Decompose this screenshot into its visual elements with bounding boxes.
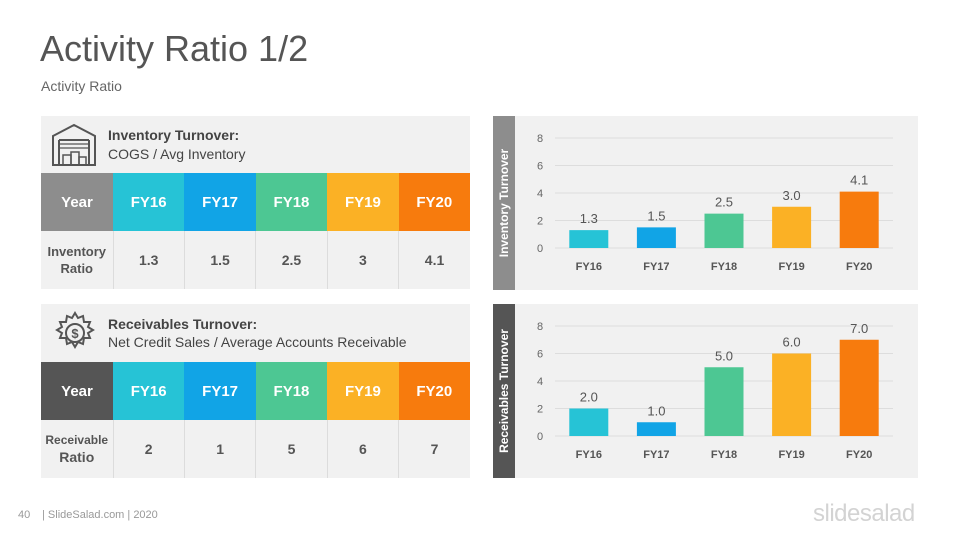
- bar-fy17: [636, 227, 676, 248]
- inventory-value: 4.1: [398, 231, 470, 289]
- receivable-value: 5: [255, 420, 328, 478]
- footer-page-number: 40: [18, 509, 31, 521]
- bar-fy18: [704, 367, 744, 436]
- y-tick-label: 0: [537, 243, 543, 255]
- inventory-chart-side-label: Inventory Turnover: [493, 116, 515, 290]
- inventory-value: 1.5: [183, 231, 256, 289]
- data-label: 1.0: [647, 403, 665, 418]
- data-label: 7.0: [850, 321, 868, 336]
- x-tick-label: FY18: [711, 261, 737, 273]
- year-header: Year: [41, 173, 113, 231]
- y-tick-label: 4: [537, 376, 543, 388]
- year-fy19: FY19: [327, 362, 399, 420]
- receivable-value: 6: [326, 420, 399, 478]
- year-fy16: FY16: [113, 362, 185, 420]
- year-fy20: FY20: [398, 173, 470, 231]
- bar-fy17: [636, 422, 676, 436]
- brand-logo: slidesalad: [813, 500, 915, 527]
- x-tick-label: FY19: [778, 449, 804, 461]
- x-tick-label: FY16: [576, 449, 602, 461]
- bar-fy20: [839, 191, 879, 248]
- row-label-line: Ratio: [60, 261, 94, 276]
- receivables-chart-side-text: Receivables Turnover: [497, 329, 511, 453]
- year-fy16: FY16: [113, 173, 185, 231]
- x-tick-label: FY20: [846, 449, 872, 461]
- bar-fy19: [772, 206, 812, 248]
- row-label-line: Receivable: [45, 433, 109, 447]
- y-tick-label: 2: [537, 404, 543, 416]
- y-tick-label: 6: [537, 161, 543, 173]
- bar-fy16: [569, 408, 609, 436]
- receivables-turnover-chart: 0 2 4 6 8 2.0 FY16 1.0 FY17 5.0 FY18 6.0 FY19 7.0 FY20: [515, 304, 918, 478]
- year-fy17: FY17: [184, 362, 256, 420]
- inventory-value: 1.3: [112, 231, 185, 289]
- row-label-line: Inventory: [47, 244, 106, 259]
- inventory-title: Inventory Turnover:: [108, 127, 240, 143]
- receivables-formula: Net Credit Sales / Average Accounts Rece…: [108, 334, 407, 350]
- x-tick-label: FY18: [711, 449, 737, 461]
- y-tick-label: 8: [537, 133, 543, 145]
- data-label: 6.0: [783, 335, 801, 350]
- y-tick-label: 4: [537, 188, 543, 200]
- inventory-turnover-chart: 0 2 4 6 8 1.3 FY16 1.5 FY17 2.5 FY18 3.0 FY19 4.1 FY20: [515, 116, 918, 290]
- data-label: 4.1: [850, 173, 868, 188]
- year-fy20: FY20: [398, 362, 470, 420]
- receivables-table: Year FY16 FY17 FY18 FY19 FY20 Receivable…: [41, 362, 470, 478]
- year-fy17: FY17: [184, 173, 256, 231]
- inventory-value: 2.5: [255, 231, 328, 289]
- receivable-value: 7: [398, 420, 470, 478]
- year-fy18: FY18: [255, 173, 328, 231]
- data-label: 1.5: [647, 208, 665, 223]
- page-subtitle: Activity Ratio: [41, 78, 122, 94]
- inventory-info-panel: Inventory Turnover: COGS / Avg Inventory: [41, 116, 470, 173]
- inventory-chart-side-text: Inventory Turnover: [497, 148, 511, 258]
- data-label: 5.0: [715, 348, 733, 363]
- data-label: 2.5: [715, 195, 733, 210]
- inventory-table: Year FY16 FY17 FY18 FY19 FY20 Inventory …: [41, 173, 470, 289]
- bar-fy16: [569, 230, 609, 248]
- year-header: Year: [41, 362, 113, 420]
- receivable-value: 1: [183, 420, 256, 478]
- inventory-formula: COGS / Avg Inventory: [108, 146, 246, 162]
- bar-fy20: [839, 339, 879, 436]
- x-tick-label: FY17: [643, 449, 669, 461]
- x-tick-label: FY16: [576, 261, 602, 273]
- year-fy18: FY18: [255, 362, 328, 420]
- x-tick-label: FY17: [643, 261, 669, 273]
- bar-fy19: [772, 353, 812, 436]
- data-label: 1.3: [580, 211, 598, 226]
- inventory-value: 3: [326, 231, 399, 289]
- gear-dollar-icon: $: [55, 311, 95, 349]
- footer-text: | SlideSalad.com | 2020: [42, 509, 158, 521]
- x-tick-label: FY20: [846, 261, 872, 273]
- data-label: 3.0: [783, 188, 801, 203]
- svg-text:$: $: [71, 326, 79, 341]
- year-fy19: FY19: [327, 173, 399, 231]
- row-label-line: Ratio: [59, 449, 95, 465]
- receivable-value: 2: [112, 420, 185, 478]
- y-tick-label: 8: [537, 321, 543, 333]
- y-tick-label: 2: [537, 216, 543, 228]
- data-label: 2.0: [580, 390, 598, 405]
- warehouse-icon: [52, 123, 96, 166]
- receivables-chart-side-label: Receivables Turnover: [493, 304, 515, 478]
- x-tick-label: FY19: [778, 261, 804, 273]
- page-title: Activity Ratio 1/2: [40, 28, 309, 69]
- inventory-ratio-label: Inventory Ratio: [41, 231, 113, 289]
- receivables-info-panel: $ Receivables Turnover: Net Credit Sales…: [41, 304, 470, 362]
- y-tick-label: 0: [537, 431, 543, 443]
- receivables-title: Receivables Turnover:: [108, 316, 258, 332]
- y-tick-label: 6: [537, 349, 543, 361]
- receivable-ratio-label: Receivable Ratio: [41, 420, 113, 478]
- bar-fy18: [704, 213, 744, 248]
